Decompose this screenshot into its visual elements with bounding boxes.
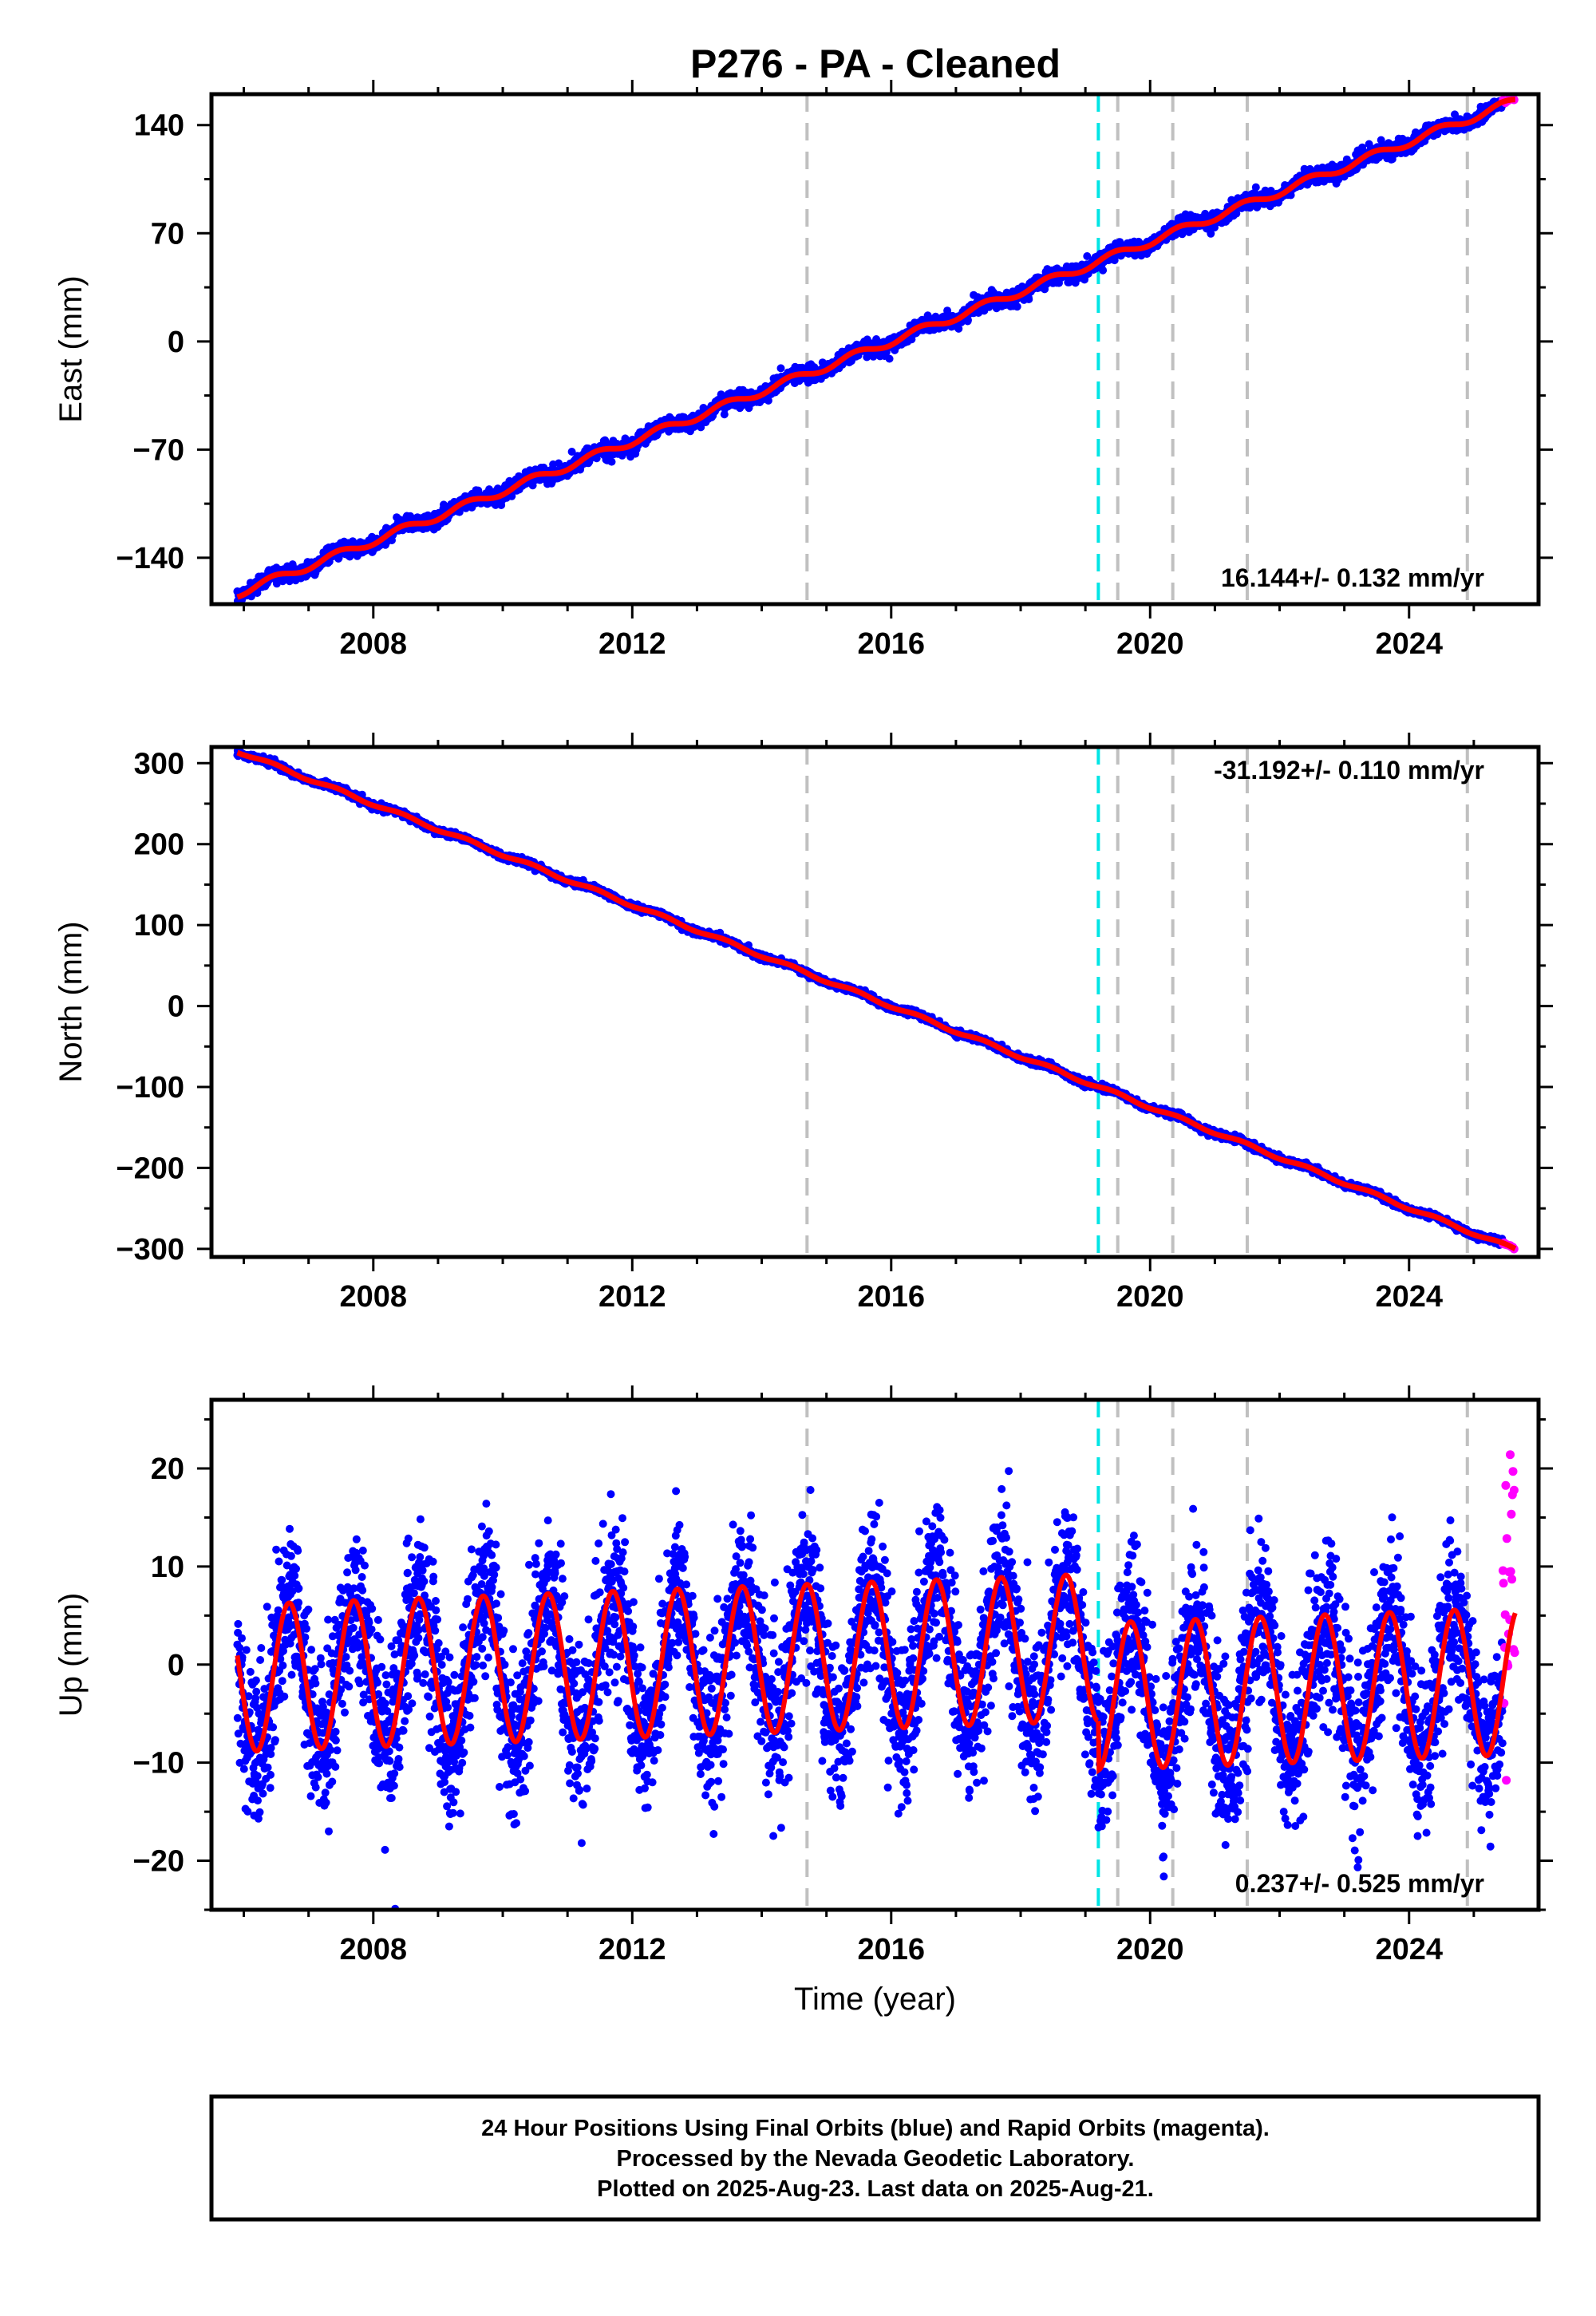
y-tick-label: 0	[168, 326, 184, 359]
final-orbit-point	[1099, 266, 1108, 275]
x-tick-label: 2016	[858, 627, 926, 661]
x-tick-label: 2024	[1375, 627, 1443, 661]
panels: 2008 2012 2016 2020 2024 140 70 0 −70 −140 East (m…	[53, 80, 1553, 2017]
x-tick-label: 2012	[598, 627, 666, 661]
final-orbit-point	[1025, 295, 1033, 303]
final-orbit-point	[607, 457, 616, 466]
x-tick-label: 2020	[1116, 627, 1184, 661]
y-tick-label: 140	[134, 109, 184, 143]
y-tick-label: 70	[151, 217, 184, 251]
panel-north: 2008 2012 2016 2020 20243002001000−100−200−3…	[53, 733, 1553, 1314]
final-orbit-point	[555, 459, 563, 468]
final-orbit-point	[720, 410, 729, 419]
panel-east: 2008 2012 2016 2020 2024 140 70 0 −70 −140 East (m…	[53, 80, 1553, 661]
final-orbit-point	[1251, 183, 1260, 192]
x-tick-label: 2008	[340, 627, 408, 661]
final-orbit-point	[872, 335, 881, 343]
final-orbit-point	[776, 364, 785, 373]
final-orbit-point	[764, 397, 772, 405]
final-orbit-point	[1013, 302, 1021, 311]
y-tick-label: −140	[116, 542, 184, 575]
y-tick-label: −70	[133, 433, 184, 467]
velocity-label: 16.144+/- 0.132 mm/yr	[1221, 563, 1484, 592]
model-fit-line-east	[236, 97, 1515, 600]
final-orbit-point	[885, 354, 894, 363]
y-axis-label: East (mm)	[53, 275, 89, 422]
figure-title: P276 - PA - Cleaned	[690, 41, 1061, 86]
final-orbit-point	[567, 448, 576, 456]
